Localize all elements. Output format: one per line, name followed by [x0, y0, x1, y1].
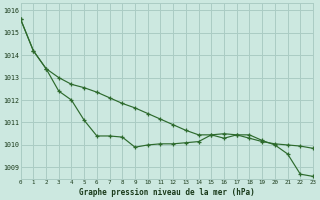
X-axis label: Graphe pression niveau de la mer (hPa): Graphe pression niveau de la mer (hPa): [79, 188, 255, 197]
